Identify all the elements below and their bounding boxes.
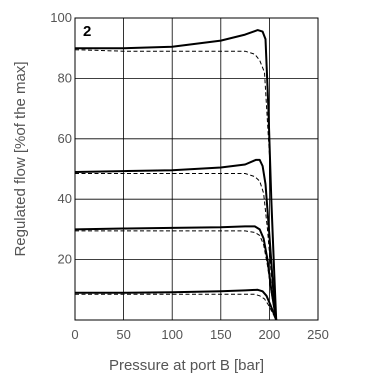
series-line-1	[75, 29, 278, 321]
tick-labels: 0 50 100 150 200 250 20 40 60 80 100	[50, 10, 329, 342]
series-line-7	[75, 288, 278, 321]
y-tick-label: 60	[58, 131, 72, 146]
grid	[75, 18, 318, 320]
series-line-3	[74, 158, 278, 321]
series-line-6	[75, 230, 277, 321]
y-tick-label: 100	[50, 10, 72, 25]
x-axis-title: Pressure at port B [bar]	[109, 357, 264, 374]
x-tick-label: 150	[210, 327, 232, 342]
series-line-8	[75, 293, 277, 321]
y-tick-label: 20	[58, 252, 72, 267]
series-line-2	[74, 49, 277, 321]
y-tick-label: 80	[58, 70, 72, 85]
x-tick-label: 0	[71, 327, 78, 342]
panel-label: 2	[83, 23, 91, 40]
x-tick-label: 50	[116, 327, 130, 342]
x-tick-label: 100	[161, 327, 183, 342]
x-tick-label: 200	[259, 327, 281, 342]
plot-frame	[74, 17, 319, 321]
y-axis-title: Regulated flow [%of the max]	[12, 61, 29, 256]
series-line-4	[75, 173, 277, 321]
x-tick-label: 250	[307, 327, 329, 342]
series-group	[74, 29, 278, 321]
series-line-5	[74, 225, 278, 321]
y-tick-label: 40	[58, 191, 72, 206]
